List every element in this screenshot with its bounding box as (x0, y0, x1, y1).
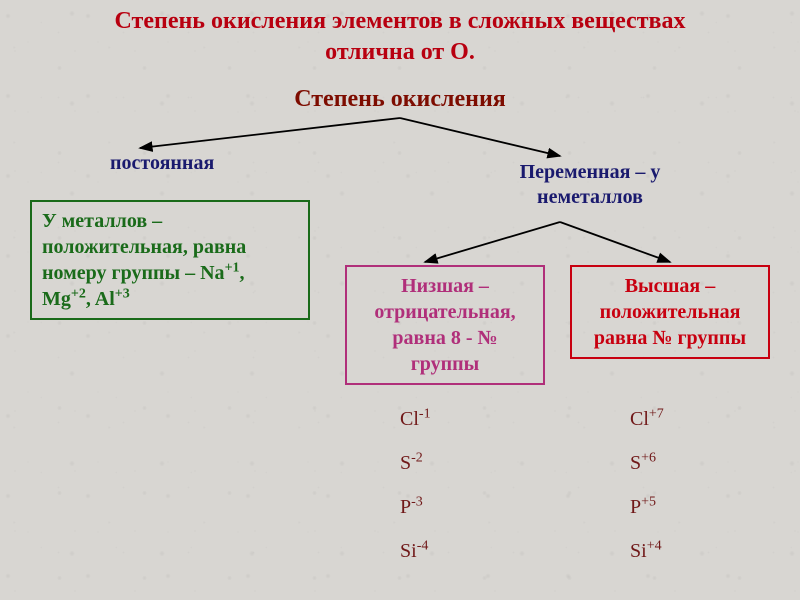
example-left-3: Si-4 (400, 540, 428, 563)
metals-box: У металлов – положительная, равна номеру… (30, 200, 310, 320)
variable-label-line1: Переменная – у (520, 161, 661, 183)
subtitle-text: Степень окисления (294, 86, 506, 112)
example-right-0: Cl+7 (630, 408, 664, 431)
variable-label: Переменная – у неметаллов (480, 160, 700, 210)
variable-label-line2: неметаллов (537, 186, 643, 208)
title-line2: отлична от О. (325, 39, 475, 65)
example-right-2: P+5 (630, 496, 656, 519)
example-right-1: S+6 (630, 452, 656, 475)
constant-label: постоянная (110, 152, 270, 175)
example-left-0: Cl-1 (400, 408, 431, 431)
main-title: Степень окисления элементов в сложных ве… (0, 0, 800, 68)
title-line1: Степень окисления элементов в сложных ве… (115, 8, 686, 34)
example-left-1: S-2 (400, 452, 423, 475)
example-left-2: P-3 (400, 496, 423, 519)
example-right-3: Si+4 (630, 540, 662, 563)
lowest-box: Низшая – отрицательная, равна 8 - № груп… (345, 265, 545, 385)
constant-label-text: постоянная (110, 152, 214, 174)
subtitle: Степень окисления (0, 86, 800, 113)
highest-box: Высшая – положительная равна № группы (570, 265, 770, 359)
